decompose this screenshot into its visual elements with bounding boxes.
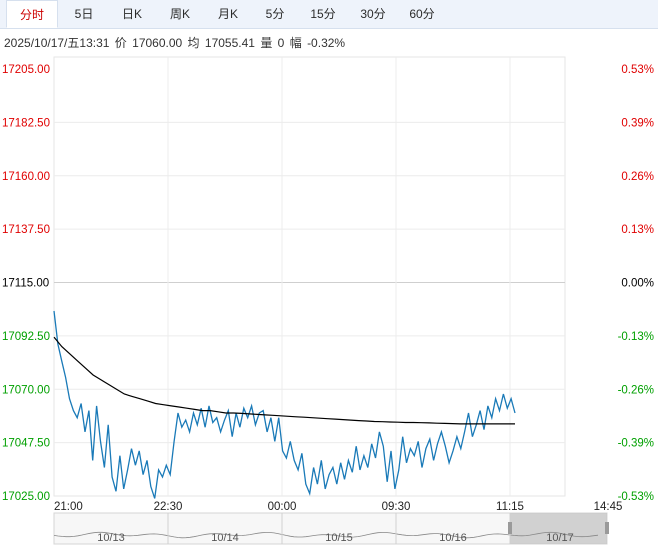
change-value: -0.32% bbox=[307, 36, 346, 50]
tab-4[interactable]: 月K bbox=[217, 7, 238, 21]
navigator-selection[interactable] bbox=[510, 513, 607, 544]
price-line bbox=[53, 310, 516, 499]
y-axis-label: 17070.00 bbox=[2, 384, 50, 396]
tab-7[interactable]: 30分 bbox=[360, 7, 386, 21]
tab-5[interactable]: 5分 bbox=[265, 7, 285, 21]
pct-axis-label: -0.13% bbox=[618, 331, 654, 343]
quote-datetime: 2025/10/17/五13:31 bbox=[4, 36, 110, 50]
avg-label: 均 bbox=[187, 36, 200, 50]
pct-axis-label: -0.39% bbox=[618, 438, 654, 450]
volume-label: 量 bbox=[260, 36, 273, 50]
x-axis-label: 22:30 bbox=[154, 501, 183, 513]
quote-info-bar: 2025/10/17/五13:31 价 17060.00 均 17055.41 … bbox=[4, 34, 347, 51]
pct-axis-label: 0.26% bbox=[621, 171, 654, 183]
y-axis-label: 17137.50 bbox=[2, 224, 50, 236]
y-axis-label: 17115.00 bbox=[2, 278, 49, 290]
pct-axis-label: 0.53% bbox=[621, 64, 654, 76]
tab-0[interactable]: 分时 bbox=[6, 0, 58, 28]
pct-axis-label: 0.39% bbox=[621, 117, 654, 129]
average-line bbox=[53, 336, 515, 425]
pct-axis-label: 0.13% bbox=[621, 224, 654, 236]
plot-frame bbox=[53, 56, 566, 497]
price-label: 价 bbox=[114, 36, 127, 50]
navigator-date-label: 10/14 bbox=[211, 532, 239, 544]
tab-3[interactable]: 周K bbox=[169, 7, 190, 21]
navigator-line bbox=[53, 531, 599, 539]
x-axis-label: 09:30 bbox=[382, 501, 411, 513]
navigator-handle[interactable] bbox=[605, 522, 609, 534]
x-axis-label: 21:00 bbox=[54, 501, 83, 513]
change-label: 幅 bbox=[289, 36, 302, 50]
y-axis-label: 17182.50 bbox=[2, 117, 50, 129]
pct-axis-label: -0.53% bbox=[618, 491, 654, 503]
period-tab-bar: 分时 5日 日K 周K 月K 5分 15分 30分 60分 bbox=[0, 0, 658, 29]
tab-1[interactable]: 5日 bbox=[74, 7, 94, 21]
price-value: 17060.00 bbox=[132, 36, 183, 50]
navigator-date-label: 10/16 bbox=[439, 532, 467, 544]
navigator-handle[interactable] bbox=[508, 522, 512, 534]
tab-2[interactable]: 日K bbox=[121, 7, 142, 21]
x-axis-label: 11:15 bbox=[496, 501, 524, 513]
pct-axis-label: 0.00% bbox=[621, 278, 654, 290]
navigator-date-label: 10/17 bbox=[546, 532, 574, 544]
navigator-date-label: 10/13 bbox=[97, 532, 125, 544]
x-axis-label: 00:00 bbox=[268, 501, 297, 513]
y-axis-label: 17205.00 bbox=[2, 64, 50, 76]
avg-value: 17055.41 bbox=[204, 36, 255, 50]
tab-8[interactable]: 60分 bbox=[409, 7, 435, 21]
navigator-date-label: 10/15 bbox=[325, 532, 353, 544]
y-axis-label: 17092.50 bbox=[2, 331, 50, 343]
y-axis-label: 17160.00 bbox=[2, 171, 50, 183]
y-axis-label: 17047.50 bbox=[2, 438, 50, 450]
intraday-chart[interactable]: 17205.00 0.53% 17182.50 0.39% 17160.00 0.26% 1… bbox=[0, 56, 658, 548]
pct-axis-label: -0.26% bbox=[618, 384, 654, 396]
volume-value: 0 bbox=[277, 36, 285, 50]
x-axis-label: 14:45 bbox=[594, 501, 623, 513]
tab-6[interactable]: 15分 bbox=[310, 7, 336, 21]
y-axis-label: 17025.00 bbox=[2, 491, 50, 503]
